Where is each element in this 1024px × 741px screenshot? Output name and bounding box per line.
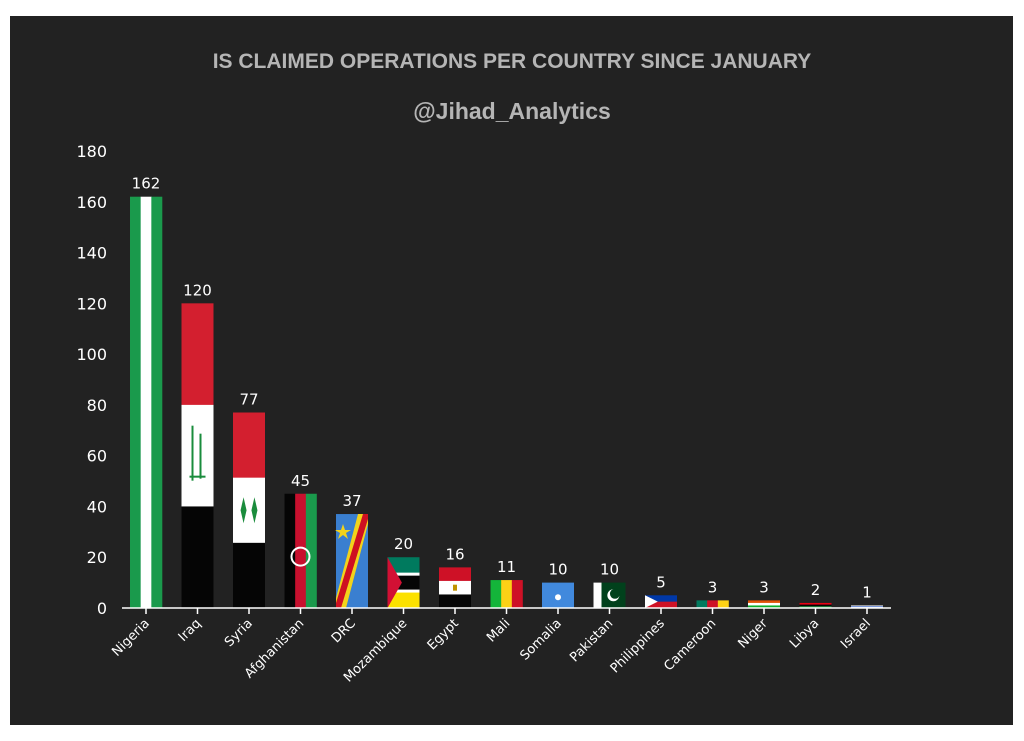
y-tick-label: 80	[87, 396, 107, 415]
y-axis: 0 20 40 60 80 100 120 140 160 180	[76, 142, 107, 618]
category-label-cameroon: Cameroon	[661, 616, 719, 674]
y-tick-label: 140	[76, 244, 107, 263]
category-label-nigeria: Nigeria	[109, 616, 152, 659]
value-label-mozambique: 20	[394, 535, 413, 553]
bar-drc	[335, 514, 368, 608]
category-label-iraq: Iraq	[176, 616, 205, 645]
category-label-pakistan: Pakistan	[567, 616, 616, 665]
value-label-iraq: 120	[183, 281, 212, 299]
category-label-philippines: Philippines	[608, 616, 668, 676]
value-label-cameroon: 3	[708, 578, 718, 596]
category-label-syria: Syria	[222, 616, 256, 650]
y-tick-label: 0	[97, 599, 107, 618]
bar-afghanistan	[284, 493, 317, 608]
bar-israel	[851, 605, 883, 608]
bar-mozambique	[387, 557, 420, 609]
y-tick-label: 20	[87, 548, 107, 567]
bar-syria	[233, 412, 265, 609]
category-label-mali: Mali	[484, 616, 513, 645]
value-label-afghanistan: 45	[291, 472, 310, 490]
value-label-niger: 3	[759, 578, 769, 596]
bar-mali	[490, 580, 523, 608]
y-tick-label: 100	[76, 345, 107, 364]
bar-cameroon	[696, 600, 729, 608]
category-label-israel: Israel	[838, 616, 874, 652]
chart-title: IS CLAIMED OPERATIONS PER COUNTRY SINCE …	[213, 50, 812, 73]
category-label-drc: DRC	[329, 616, 359, 646]
y-tick-label: 180	[76, 142, 107, 161]
value-label-somalia: 10	[548, 561, 567, 579]
value-label-drc: 37	[342, 492, 361, 510]
bar-pakistan	[593, 582, 626, 608]
value-label-syria: 77	[239, 391, 258, 409]
category-label-libya: Libya	[787, 616, 822, 651]
y-tick-label: 160	[76, 193, 107, 212]
value-label-israel: 1	[862, 583, 872, 601]
bar-chart: IS CLAIMED OPERATIONS PER COUNTRY SINCE …	[76, 50, 891, 686]
y-tick-label: 40	[87, 497, 107, 516]
y-tick-label: 120	[76, 294, 107, 313]
category-label-somalia: Somalia	[517, 616, 564, 663]
category-label-niger: Niger	[736, 616, 772, 652]
bar-philippines	[645, 595, 677, 609]
value-label-libya: 2	[811, 581, 821, 599]
value-label-mali: 11	[497, 558, 516, 576]
category-label-egypt: Egypt	[425, 616, 462, 653]
bar-nigeria	[130, 196, 163, 608]
bar-iraq	[181, 303, 214, 609]
bar-somalia	[542, 582, 574, 608]
bar-egypt	[439, 567, 471, 609]
value-label-philippines: 5	[656, 573, 666, 591]
y-tick-label: 60	[87, 447, 107, 466]
value-label-pakistan: 10	[600, 561, 619, 579]
chart-panel: IS CLAIMED OPERATIONS PER COUNTRY SINCE …	[10, 16, 1013, 725]
bar-niger	[748, 600, 780, 609]
value-label-egypt: 16	[445, 545, 464, 563]
value-label-nigeria: 162	[132, 175, 161, 193]
bars	[130, 196, 883, 609]
value-labels: 162 120 77 45 37 20 16 11 10 10 5 3 3 2 1	[132, 175, 872, 602]
chart-subtitle: @Jihad_Analytics	[413, 98, 611, 124]
